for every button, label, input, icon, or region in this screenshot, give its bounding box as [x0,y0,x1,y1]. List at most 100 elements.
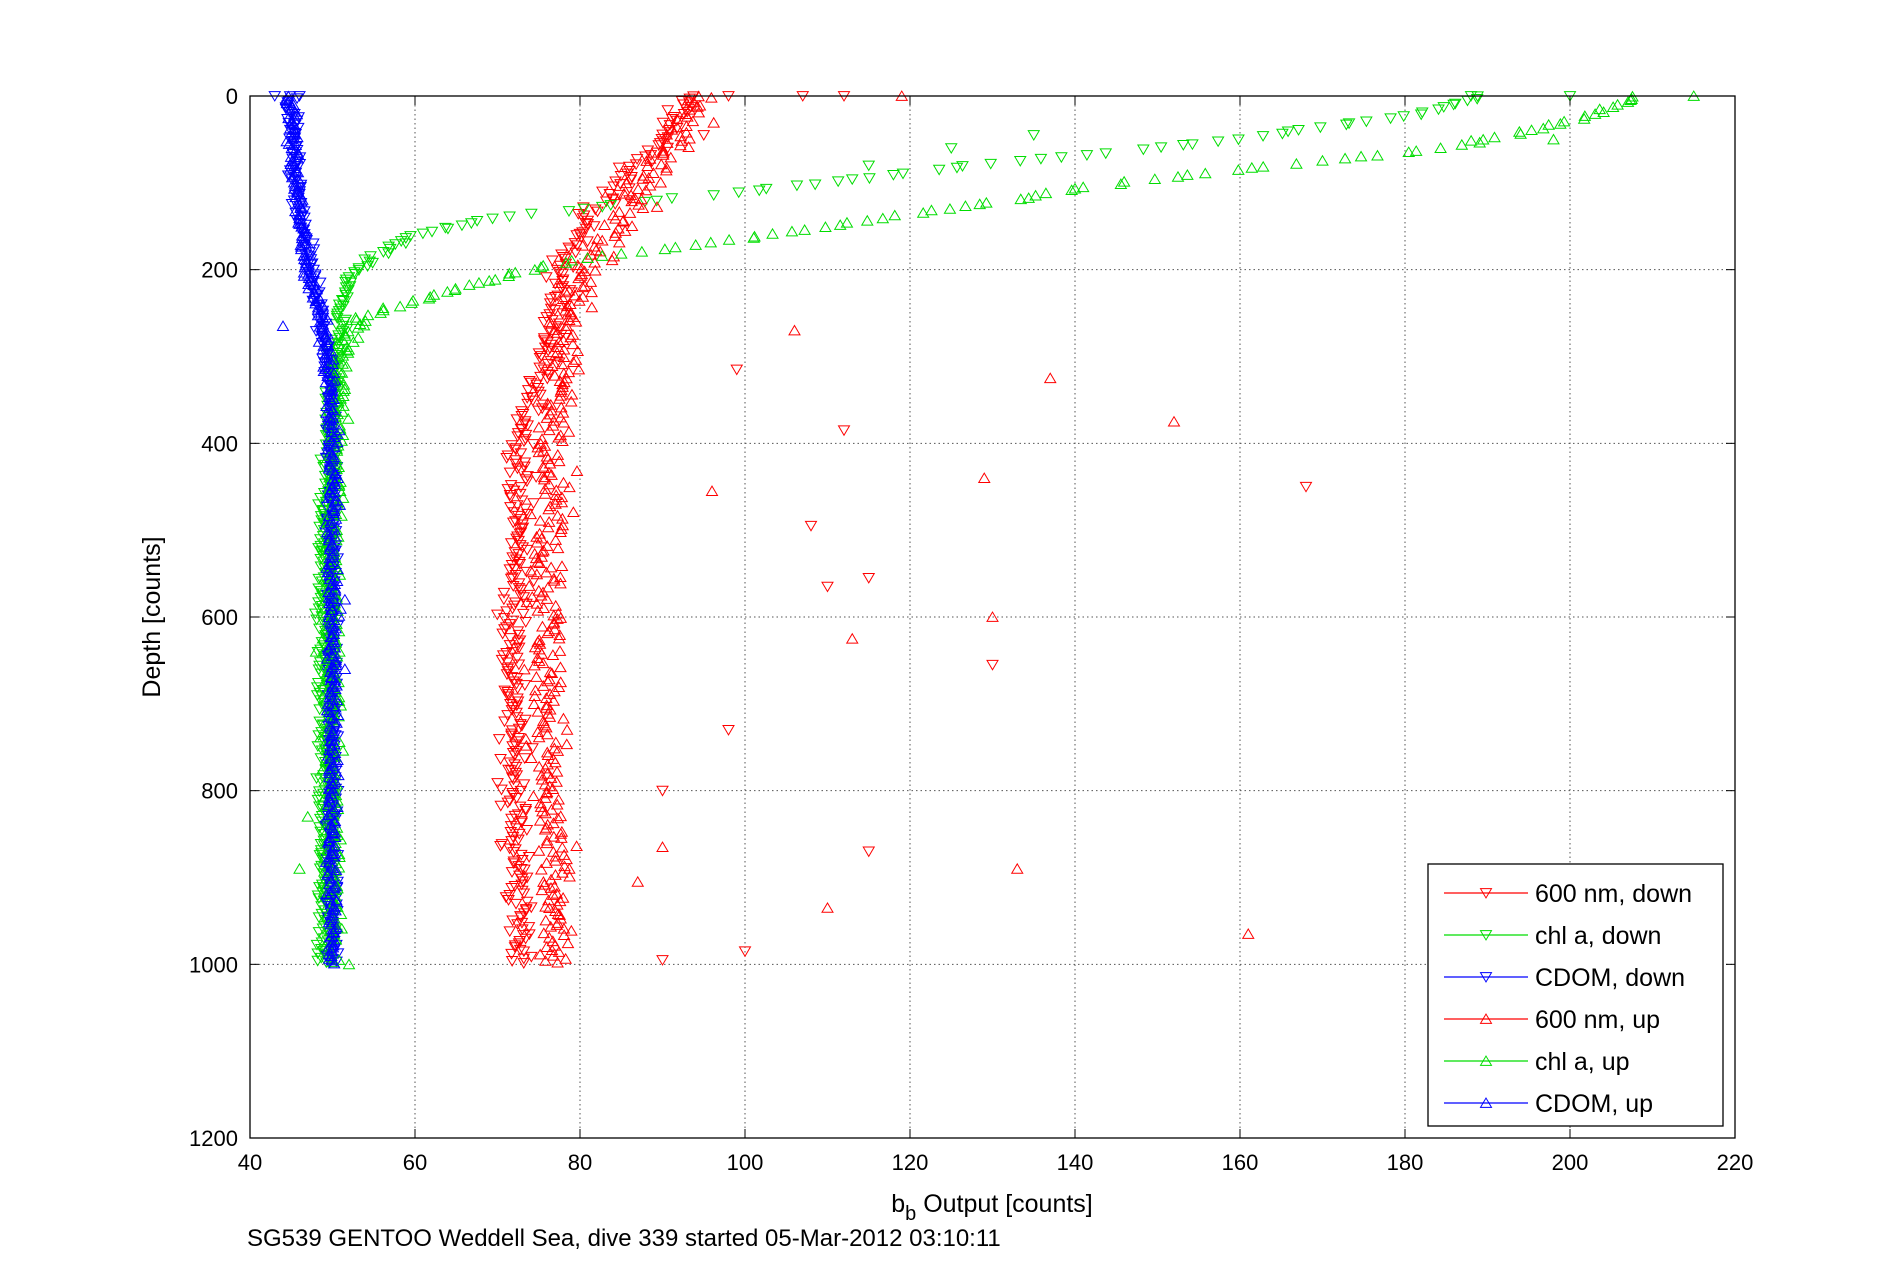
data-point [659,164,673,176]
data-point [819,221,832,233]
data-point [314,731,327,743]
dive-caption: SG539 GENTOO Weddell Sea, dive 339 start… [247,1225,1001,1252]
data-point [536,259,550,271]
data-point [514,590,527,602]
y-tick-label: 600 [201,605,238,630]
data-point [310,682,324,694]
data-point [537,471,551,483]
data-point [656,117,670,129]
data-point [509,739,522,751]
data-point [512,733,526,744]
data-point [328,683,342,695]
data-point [512,938,526,950]
data-point [553,895,567,907]
data-point [585,286,598,298]
data-point [511,510,525,522]
data-point [543,902,556,913]
data-point [540,837,554,849]
data-point [650,195,664,207]
data-point [548,685,561,697]
data-point [534,261,548,273]
data-point [330,458,343,470]
data-point [332,736,346,747]
data-point [1068,182,1082,194]
data-point [808,179,822,191]
data-point [538,483,552,494]
data-point [341,412,355,424]
data-point [276,320,290,332]
data-point [618,225,632,236]
data-point [542,478,556,490]
data-point [560,320,573,331]
data-point [515,720,529,732]
data-point [542,424,556,436]
data-point [562,425,576,437]
data-point [558,376,571,388]
data-point [529,684,542,696]
data-point [1013,156,1027,167]
data-point [314,668,328,680]
data-point [670,121,684,133]
data-point [551,341,565,352]
data-point [521,398,535,410]
data-point [950,162,964,174]
data-point [510,652,524,664]
data-point [833,219,847,230]
data-point [313,623,326,635]
data-point [555,491,569,503]
data-point [490,609,504,621]
data-point [896,168,910,180]
data-point [1479,888,1493,899]
data-point [541,337,554,349]
data-point [521,385,535,396]
data-point [324,918,338,930]
data-point [312,791,326,803]
data-point [1198,167,1212,179]
data-point [503,640,517,651]
data-point [545,360,559,372]
data-point [285,117,299,128]
data-point [327,737,341,749]
data-point [513,635,527,647]
data-point [316,318,330,330]
data-point [536,620,549,632]
data-point [584,276,598,287]
data-point [644,150,658,161]
data-point [785,225,799,237]
data-point [707,190,721,202]
data-point [544,398,558,410]
data-point [1514,127,1528,139]
data-point [552,793,565,805]
data-point [643,152,657,164]
data-point [294,202,307,213]
data-point [511,626,525,638]
data-point [665,123,679,135]
data-point [559,256,573,268]
data-point [337,385,350,396]
data-point [639,184,653,196]
data-point [328,374,342,386]
data-point [325,422,339,433]
data-point [530,536,544,548]
data-point [492,734,506,745]
data-point [501,666,515,678]
data-point [366,257,380,269]
data-point [652,140,666,152]
series-600-nm-up [517,90,1255,968]
data-point [332,691,346,703]
data-point [289,191,302,203]
data-point [543,711,557,722]
data-point [556,866,569,878]
data-point [326,545,340,557]
data-point [330,310,344,322]
data-point [503,467,517,479]
data-point [290,108,304,120]
data-point [514,465,528,477]
data-point [342,958,356,970]
data-point [325,550,339,562]
data-point [507,507,521,519]
data-point [502,270,516,281]
data-point [505,867,519,878]
data-point [520,476,534,488]
data-point [546,315,559,326]
